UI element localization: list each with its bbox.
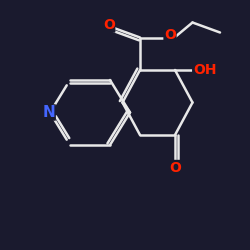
Text: O: O bbox=[103, 18, 115, 32]
Text: O: O bbox=[164, 28, 176, 42]
Text: O: O bbox=[169, 160, 181, 174]
Text: OH: OH bbox=[193, 63, 216, 77]
Text: N: N bbox=[42, 105, 55, 120]
